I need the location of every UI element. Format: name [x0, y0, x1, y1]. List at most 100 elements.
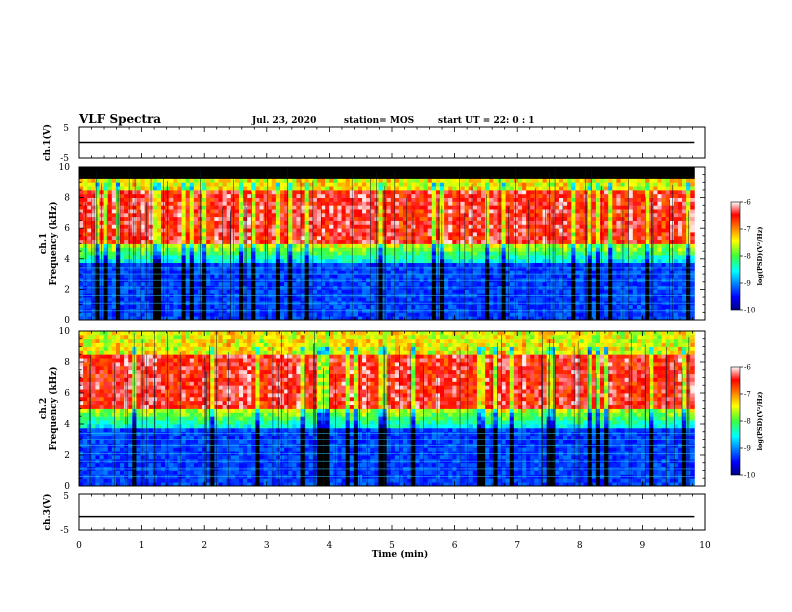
spectrogram-cell [353, 167, 359, 172]
spectrogram-cell [390, 216, 396, 221]
panel-ch1-voltage: 5 -5 ch.1(V) [42, 124, 706, 164]
spectrogram-cell [366, 224, 371, 229]
spectrogram-cell [288, 304, 293, 309]
spectrogram-cell [128, 197, 133, 202]
spectrogram-cell [210, 304, 215, 309]
spectrogram-cell [156, 239, 162, 244]
spectrogram-cell [296, 220, 301, 225]
spectrogram-cell [280, 266, 285, 271]
spectrogram-cell [87, 232, 92, 237]
spectrogram-cell [255, 235, 260, 241]
spectrogram-cell [189, 174, 195, 179]
spectrogram-cell [95, 266, 100, 271]
spectrogram-cell [152, 254, 158, 260]
spectrogram-cell [337, 266, 342, 271]
spectrogram-cell [312, 316, 318, 321]
spectrogram-cell [173, 197, 178, 202]
spectrogram-cell [522, 224, 527, 229]
spectrogram-cell [144, 239, 150, 244]
spectrogram-cell [337, 220, 342, 225]
spectrogram-cell [255, 178, 260, 183]
spectrogram-cell [107, 281, 113, 286]
spectrogram-cell [575, 304, 580, 309]
spectrogram-cell [522, 254, 527, 260]
spectrogram-cell [308, 270, 314, 275]
spectrogram-cell [460, 197, 466, 202]
spectrogram-cell [505, 186, 511, 191]
spectrogram-cell [288, 289, 293, 294]
spectrogram-cell [505, 281, 511, 286]
spectrogram-cell [534, 186, 539, 191]
spectrogram-cell [316, 182, 322, 187]
spectrogram-cell [144, 254, 150, 260]
spectrogram-cell [312, 258, 318, 264]
spectrogram-cell [284, 170, 289, 176]
spectrogram-cell [169, 209, 174, 214]
spectrogram-cell [206, 270, 211, 275]
spectrogram-cell [394, 182, 400, 187]
spectrogram-cell [165, 170, 170, 176]
date-label: Jul. 23, 2020 [251, 116, 316, 126]
spectrogram-cell [509, 266, 515, 271]
spectrogram-cell [329, 281, 334, 286]
spectrogram-cell [247, 189, 252, 195]
spectrogram-cell [517, 224, 523, 229]
spectrogram-cell [509, 186, 515, 191]
spectrogram-cell [489, 281, 494, 286]
spectrogram-cell [79, 193, 84, 198]
spectrogram-cell [267, 224, 273, 229]
spectrogram-cell [398, 189, 404, 195]
spectrogram-cell [575, 209, 580, 214]
spectrogram-cell [271, 212, 277, 218]
spectrogram-cell [259, 224, 265, 229]
spectrogram-cell [275, 243, 281, 248]
spectrogram-cell [222, 289, 228, 294]
spectrogram-cell [530, 174, 535, 179]
spectrogram-cell [210, 216, 215, 221]
spectrogram-cell [218, 220, 223, 225]
spectrogram-cell [111, 270, 117, 275]
spectrogram-cell [280, 243, 285, 248]
spectrogram-cell [95, 316, 100, 321]
spectrogram-cell [444, 197, 449, 202]
spectrogram-cell [284, 216, 289, 221]
spectrogram-cell [534, 262, 539, 267]
spectrogram-cell [181, 170, 187, 176]
spectrogram-cell [353, 239, 359, 244]
spectrogram-cell [337, 281, 342, 286]
spectrogram-cell [136, 178, 141, 183]
spectrogram-cell [193, 216, 199, 221]
spectrogram-cell [476, 197, 482, 202]
spectrogram-cell [238, 304, 244, 309]
spectrogram-cell [280, 232, 285, 237]
spectrogram-cell [485, 186, 490, 191]
spectrogram-cell [481, 243, 486, 248]
spectrogram-cell [390, 189, 396, 195]
spectrogram-cell [571, 228, 576, 233]
spectrogram-cell [386, 232, 392, 237]
spectrogram-cell [558, 251, 564, 256]
spectrogram-cell [546, 274, 552, 279]
spectrogram-cell [345, 258, 351, 264]
spectrogram-cell [288, 216, 293, 221]
spectrogram-cell [111, 297, 117, 302]
spectrogram-cell [456, 186, 461, 191]
spectrogram-cell [140, 205, 146, 210]
spectrogram-cell [140, 170, 146, 176]
spectrogram-cell [144, 270, 150, 275]
spectrogram-cell [501, 224, 507, 229]
spectrogram-cell [444, 228, 449, 233]
spectrogram-cell [193, 247, 199, 252]
spectrogram-cell [312, 312, 318, 317]
spectrogram-cell [513, 297, 519, 302]
spectrogram-cell [493, 193, 498, 198]
spectrogram-cell [177, 232, 182, 237]
spectrogram-cell [460, 316, 466, 321]
spectrogram-cell [472, 270, 478, 275]
spectrogram-cell [234, 174, 240, 179]
spectrogram-cell [206, 189, 211, 195]
spectrogram-cell [390, 232, 396, 237]
spectrogram-cell [444, 209, 449, 214]
spectrogram-cell [419, 186, 424, 191]
spectrogram-cell [362, 205, 367, 210]
